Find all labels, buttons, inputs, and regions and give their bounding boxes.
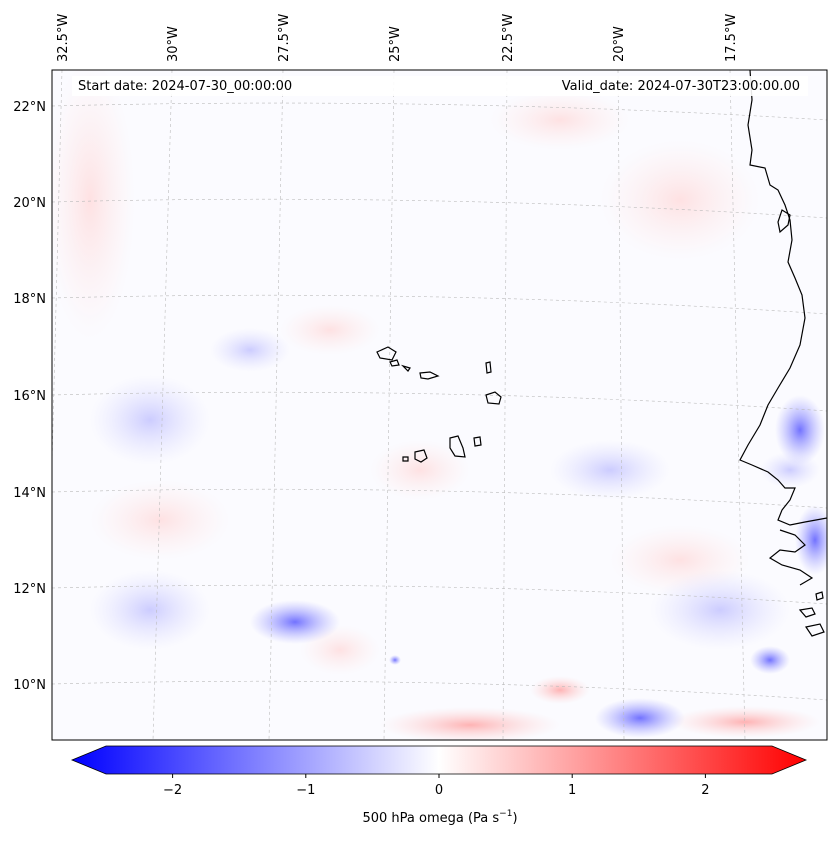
longitude-label: 30°W bbox=[166, 26, 181, 62]
parallel-line bbox=[52, 294, 827, 315]
colorbar-tick-label: −1 bbox=[296, 783, 315, 798]
omega-negative-area bbox=[795, 505, 827, 575]
omega-positive-area bbox=[370, 440, 470, 500]
omega-field bbox=[52, 70, 827, 740]
omega-negative-area bbox=[90, 375, 210, 465]
date-banner-background bbox=[72, 76, 808, 96]
longitude-label: 20°W bbox=[612, 26, 627, 62]
omega-negative-area bbox=[250, 600, 340, 644]
omega-positive-area bbox=[280, 305, 380, 355]
omega-negative-area bbox=[210, 328, 290, 372]
latitude-labels: 22°N 20°N 18°N 16°N 14°N 12°N 10°N bbox=[13, 100, 46, 693]
map-frame bbox=[51, 69, 828, 741]
omega-negative-area bbox=[90, 570, 210, 650]
meridian-line bbox=[502, 70, 508, 740]
start-date-label: Start date: 2024-07-30_00:00:00 bbox=[78, 79, 292, 94]
omega-positive-area bbox=[490, 90, 630, 150]
longitude-label: 32.5°W bbox=[56, 14, 71, 62]
island-outline bbox=[473, 436, 482, 447]
colorbar: −2 −1 0 1 2 500 hPa omega (Pa s−1) bbox=[70, 745, 808, 826]
latitude-label: 22°N bbox=[13, 100, 46, 115]
colorbar-label: 500 hPa omega (Pa s−1) bbox=[362, 809, 517, 826]
omega-positive-area bbox=[52, 70, 135, 340]
parallel-line bbox=[52, 102, 827, 121]
meridian-line bbox=[617, 70, 625, 740]
colorbar-tick-label: −2 bbox=[163, 783, 182, 798]
island-outline bbox=[419, 371, 440, 380]
omega-negative-area bbox=[750, 646, 790, 674]
longitude-label: 22.5°W bbox=[501, 14, 516, 62]
parallel-line bbox=[52, 584, 827, 605]
meridian-line bbox=[152, 70, 173, 740]
island-outline bbox=[376, 346, 397, 361]
island-outline bbox=[400, 364, 411, 372]
island-outline bbox=[402, 456, 409, 462]
omega-positive-area bbox=[90, 480, 230, 560]
longitude-label: 25°W bbox=[388, 26, 403, 62]
omega-positive-area bbox=[670, 706, 820, 738]
africa-coastline bbox=[739, 70, 827, 526]
latitude-label: 10°N bbox=[13, 678, 46, 693]
omega-negative-area bbox=[595, 698, 685, 738]
island-outline bbox=[777, 209, 791, 234]
omega-negative-area bbox=[550, 440, 670, 500]
parallel-line bbox=[52, 198, 827, 219]
omega-positive-area bbox=[600, 140, 760, 260]
coastlines bbox=[376, 70, 827, 637]
omega-negative-area bbox=[389, 655, 401, 665]
parallel-line bbox=[52, 391, 827, 412]
omega-positive-area bbox=[530, 676, 590, 704]
valid-date-label: Valid_date: 2024-07-30T23:00:00.00 bbox=[562, 79, 800, 94]
island-outline bbox=[485, 391, 502, 405]
colorbar-tick-label: 1 bbox=[568, 783, 576, 798]
meridian-line bbox=[268, 70, 284, 740]
island-outline bbox=[414, 449, 428, 463]
colorbar-tick-label: 2 bbox=[701, 783, 709, 798]
latitude-label: 16°N bbox=[13, 389, 46, 404]
island-outline bbox=[798, 607, 816, 618]
longitude-label: 27.5°W bbox=[277, 14, 292, 62]
island-outline bbox=[485, 361, 492, 374]
meridian-line bbox=[729, 70, 746, 740]
longitude-labels: 32.5°W 30°W 27.5°W 25°W 22.5°W 20°W 17.5… bbox=[56, 14, 739, 62]
meridian-line bbox=[383, 70, 395, 740]
gridlines bbox=[52, 70, 827, 740]
latitude-label: 12°N bbox=[13, 582, 46, 597]
omega-negative-area bbox=[650, 570, 790, 650]
island-outline bbox=[449, 435, 466, 458]
latitude-label: 18°N bbox=[13, 292, 46, 307]
colorbar-bar bbox=[70, 745, 808, 775]
island-outline bbox=[805, 623, 825, 637]
omega-negative-area bbox=[760, 452, 820, 488]
island-outline bbox=[389, 359, 400, 367]
longitude-label: 17.5°W bbox=[724, 14, 739, 62]
omega-positive-area bbox=[380, 707, 560, 740]
africa-coastline bbox=[768, 529, 814, 586]
island-outline bbox=[815, 591, 824, 601]
colorbar-tick-label: 0 bbox=[435, 783, 443, 798]
colorbar-ticks: −2 −1 0 1 2 bbox=[163, 774, 710, 798]
omega-negative-area bbox=[775, 395, 825, 465]
latitude-label: 14°N bbox=[13, 486, 46, 501]
latitude-label: 20°N bbox=[13, 196, 46, 211]
map-panel: Start date: 2024-07-30_00:00:00 Valid_da… bbox=[51, 69, 828, 741]
parallel-line bbox=[52, 488, 827, 509]
parallel-line bbox=[52, 680, 827, 701]
